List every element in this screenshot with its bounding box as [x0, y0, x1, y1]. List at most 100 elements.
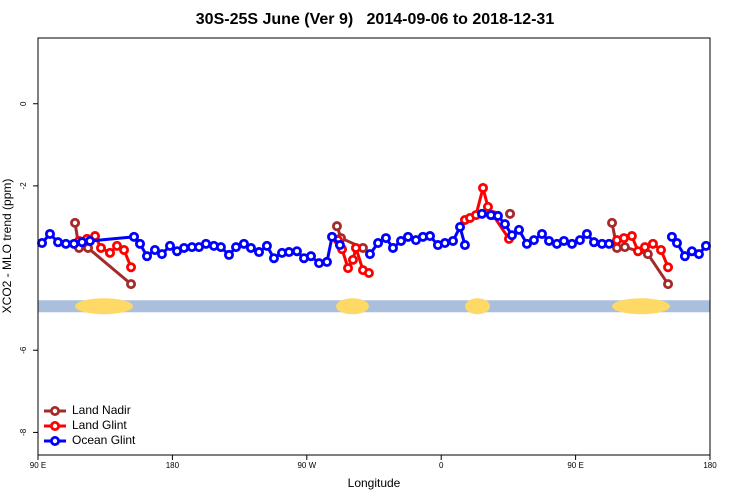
data-point — [261, 240, 272, 251]
data-point — [291, 246, 302, 257]
y-tick-label: 0 — [19, 101, 28, 106]
data-point — [656, 244, 667, 255]
data-point — [142, 251, 153, 262]
data-point — [70, 217, 81, 228]
data-point — [482, 201, 493, 212]
land-span — [465, 298, 491, 315]
data-point — [558, 235, 569, 246]
data-point — [499, 219, 510, 230]
data-point — [364, 249, 375, 260]
data-point — [700, 240, 711, 251]
land-span — [612, 298, 670, 315]
data-point — [567, 238, 578, 249]
data-point — [200, 238, 211, 249]
data-point — [331, 221, 342, 232]
x-tick-label: 90 W — [297, 461, 316, 470]
data-point — [679, 251, 690, 262]
data-point — [618, 233, 629, 244]
data-point — [347, 254, 358, 265]
data-point — [284, 247, 295, 258]
data-point — [314, 258, 325, 269]
data-point — [126, 262, 137, 273]
plot-frame — [37, 37, 711, 456]
x-tick-label: 180 — [703, 461, 717, 470]
data-point — [126, 279, 137, 290]
data-point — [424, 231, 435, 242]
legend-label: Land Glint — [72, 418, 127, 432]
x-tick-label: 90 E — [30, 461, 46, 470]
legend-marker — [50, 420, 61, 431]
data-point — [505, 208, 516, 219]
legend-marker — [50, 405, 61, 416]
data-point — [476, 208, 487, 219]
data-point — [663, 279, 674, 290]
data-point — [544, 235, 555, 246]
data-point — [506, 230, 517, 241]
data-point — [439, 238, 450, 249]
data-point — [363, 267, 374, 278]
data-point — [119, 244, 130, 255]
data-point — [44, 228, 55, 239]
data-point — [639, 242, 650, 253]
data-point — [514, 224, 525, 235]
legend-label: Land Nadir — [72, 403, 131, 417]
data-point — [321, 256, 332, 267]
data-point — [165, 240, 176, 251]
legend-marker — [50, 435, 61, 446]
data-point — [666, 231, 677, 242]
data-point — [647, 238, 658, 249]
data-point — [179, 242, 190, 253]
data-point — [492, 210, 503, 221]
y-tick-label: -6 — [19, 346, 28, 354]
data-point — [245, 242, 256, 253]
data-point — [396, 235, 407, 246]
data-point — [77, 237, 88, 248]
data-point — [254, 247, 265, 258]
x-tick-label: 90 E — [567, 461, 583, 470]
x-tick-label: 0 — [439, 461, 444, 470]
data-point — [619, 242, 630, 253]
data-point — [96, 242, 107, 253]
data-point — [447, 235, 458, 246]
land-span — [75, 298, 133, 315]
data-point — [305, 251, 316, 262]
data-point — [528, 235, 539, 246]
chart-title: 30S-25S June (Ver 9) 2014-09-06 to 2018-… — [196, 11, 555, 28]
land-span — [336, 298, 369, 315]
data-point — [604, 238, 615, 249]
data-point — [111, 240, 122, 251]
y-tick-label: -8 — [19, 428, 28, 436]
x-axis-label: Longitude — [348, 476, 401, 490]
data-point — [387, 242, 398, 253]
y-axis-label: XCO2 - MLO trend (ppm) — [0, 179, 14, 314]
data-point — [574, 235, 585, 246]
data-point — [626, 231, 637, 242]
data-point — [343, 263, 354, 274]
data-point — [156, 249, 167, 260]
data-point — [104, 247, 115, 258]
data-point — [380, 233, 391, 244]
data-point — [84, 235, 95, 246]
data-point — [350, 242, 361, 253]
data-point — [537, 228, 548, 239]
data-point — [334, 240, 345, 251]
ocean-band — [38, 300, 710, 313]
data-point — [215, 242, 226, 253]
data-point — [403, 231, 414, 242]
data-point — [68, 238, 79, 249]
y-tick-label: -2 — [19, 182, 28, 190]
data-point — [607, 217, 618, 228]
data-point — [268, 253, 279, 264]
data-point — [327, 231, 338, 242]
data-point — [478, 182, 489, 193]
data-point — [134, 238, 145, 249]
data-point — [60, 238, 71, 249]
legend-label: Ocean Glint — [72, 433, 136, 447]
data-point — [459, 240, 470, 251]
data-point — [149, 244, 160, 255]
data-point — [693, 249, 704, 260]
data-point — [53, 237, 64, 248]
data-point — [588, 237, 599, 248]
data-point — [37, 238, 48, 249]
